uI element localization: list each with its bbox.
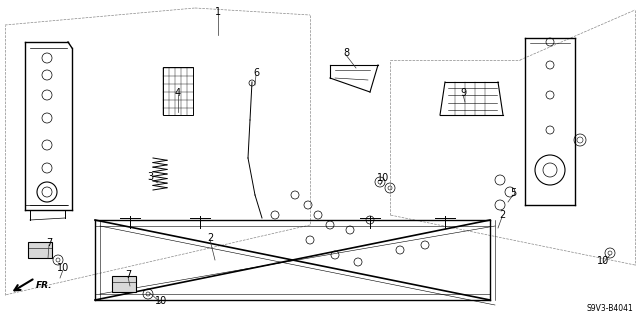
Text: 2: 2 bbox=[499, 210, 505, 220]
Bar bbox=[28, 242, 52, 258]
Text: 9: 9 bbox=[460, 88, 466, 98]
Text: 8: 8 bbox=[343, 48, 349, 58]
Text: 10: 10 bbox=[597, 256, 609, 266]
Text: 6: 6 bbox=[253, 68, 259, 78]
Text: 7: 7 bbox=[46, 238, 52, 248]
Text: 7: 7 bbox=[125, 270, 131, 280]
Text: 5: 5 bbox=[510, 188, 516, 198]
Text: FR.: FR. bbox=[36, 280, 52, 290]
Text: 2: 2 bbox=[207, 233, 213, 243]
Text: 3: 3 bbox=[147, 172, 153, 182]
Text: 4: 4 bbox=[175, 88, 181, 98]
Bar bbox=[163, 67, 193, 115]
Bar bbox=[112, 276, 136, 292]
Text: S9V3-B4041: S9V3-B4041 bbox=[586, 304, 633, 313]
Text: 1: 1 bbox=[215, 7, 221, 17]
Text: 10: 10 bbox=[377, 173, 389, 183]
Text: 10: 10 bbox=[57, 263, 69, 273]
Text: 10: 10 bbox=[155, 296, 167, 306]
